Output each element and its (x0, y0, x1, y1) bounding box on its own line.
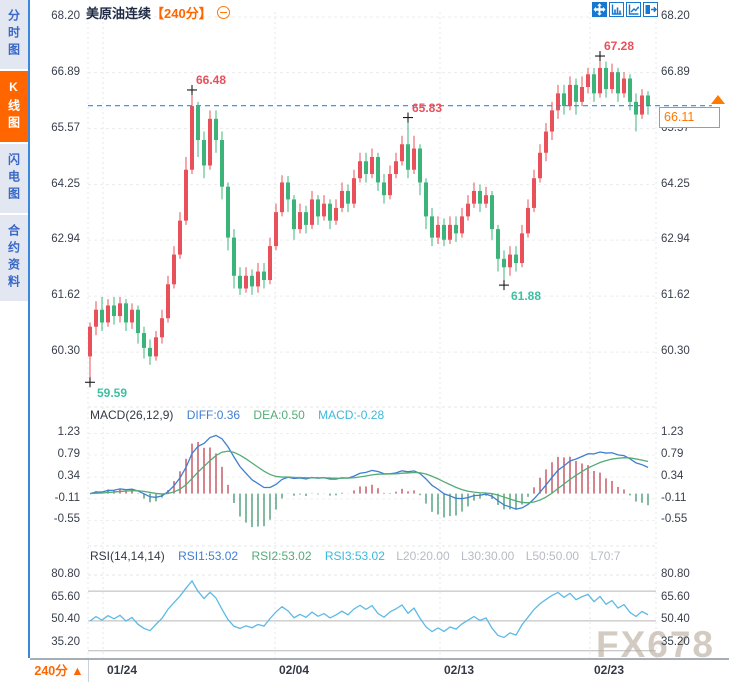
x-axis-date-label: 02/13 (444, 663, 475, 677)
current-price-arrow-icon (711, 95, 725, 104)
macd-tick-left: 0.79 (57, 447, 80, 460)
rsi-l20-value: L20:20.00 (396, 549, 450, 563)
macd-diff-value: DIFF:0.36 (186, 408, 241, 422)
y-axis-tick-right: 64.25 (661, 177, 690, 190)
sidebar-item-label: 合约资料 (6, 224, 21, 292)
sidebar-item-label: 闪电图 (6, 153, 21, 204)
y-axis-tick-left: 68.20 (51, 10, 80, 22)
period-tag: 【240分】 (151, 6, 212, 21)
rsi-line-series (89, 579, 649, 639)
y-axis-tick-right: 68.20 (661, 10, 690, 22)
chart-header: 美原油连续 【240分】 (86, 3, 230, 22)
macd-tick-right: 1.23 (661, 426, 684, 439)
period-selector[interactable]: 240分 ▲ (30, 660, 89, 682)
price-annotation-61.88: 61.88 (511, 289, 542, 304)
rsi-l50-value: L50:50.00 (525, 549, 580, 563)
sidebar-item-label: K线图 (6, 80, 21, 133)
x-axis-date-label: 02/23 (594, 663, 625, 677)
price-annotation-65.83: 65.83 (412, 100, 443, 115)
macd-panel-series (89, 434, 649, 528)
watermark: FX678 (596, 624, 716, 665)
price-annotation-67.28: 67.28 (604, 39, 635, 54)
rsi-tick-left: 35.20 (51, 635, 80, 648)
macd-macd-value: MACD:-0.28 (318, 408, 385, 422)
sidebar-item-label: 分时图 (6, 9, 21, 60)
rsi-l70-value: L70:7 (590, 549, 621, 563)
sidebar-divider (28, 0, 30, 658)
rsi2-value: RSI2:53.02 (251, 549, 312, 563)
macd-tick-right: 0.34 (661, 469, 684, 482)
price-annotation-59.59: 59.59 (97, 386, 128, 401)
collapse-minus-icon[interactable] (216, 6, 230, 19)
y-axis-tick-left: 66.89 (51, 65, 80, 78)
macd-tick-left: 1.23 (57, 426, 80, 439)
y-axis-tick-right: 60.30 (661, 345, 690, 358)
rsi-title: RSI(14,14,14) (90, 549, 165, 563)
macd-tick-left: 0.34 (57, 469, 80, 482)
period-selector-label: 240分 (34, 664, 68, 678)
y-axis-tick-right: 66.89 (661, 65, 690, 78)
rsi-tick-left: 65.60 (51, 590, 80, 603)
symbol-title: 美原油连续 (86, 6, 152, 21)
y-axis-tick-left: 60.30 (51, 345, 80, 358)
rsi-tick-right: 35.20 (661, 635, 690, 648)
x-axis-date-label: 02/04 (279, 663, 310, 677)
macd-tick-left: -0.55 (53, 513, 80, 526)
y-axis-tick-left: 61.62 (51, 289, 80, 302)
macd-dea-value: DEA:0.50 (253, 408, 305, 422)
rsi-tick-left: 80.80 (51, 568, 80, 580)
macd-indicator-row: MACD(26,12,9) DIFF:0.36 DEA:0.50 MACD:-0… (90, 408, 384, 422)
annotation-markers (85, 51, 605, 388)
rsi-tick-left: 50.40 (51, 613, 80, 626)
scale-bars-icon[interactable] (609, 2, 624, 17)
rsi-tick-right: 80.80 (661, 568, 690, 580)
rsi-tick-right: 50.40 (661, 613, 690, 626)
sidebar-item-kline-chart[interactable]: K线图 (0, 71, 28, 144)
y-axis-tick-right: 61.62 (661, 289, 690, 302)
current-price-tag: 66.11 (659, 107, 720, 128)
rsi1-value: RSI1:53.02 (178, 549, 239, 563)
macd-title: MACD(26,12,9) (90, 408, 174, 422)
macd-tick-right: -0.55 (661, 513, 688, 526)
price-annotation-66.48: 66.48 (196, 72, 227, 87)
rsi-l30-value: L30:30.00 (460, 549, 515, 563)
rsi-indicator-row: RSI(14,14,14) RSI1:53.02 RSI2:53.02 RSI3… (90, 549, 620, 563)
sidebar-item-time-chart[interactable]: 分时图 (0, 0, 28, 71)
sidebar-item-contract-info[interactable]: 合约资料 (0, 215, 28, 303)
macd-tick-right: 0.79 (661, 447, 684, 460)
gridlines (30, 12, 729, 664)
crosshair-pan-icon[interactable] (592, 2, 607, 17)
x-axis-date-label: 01/24 (107, 663, 138, 677)
y-axis-tick-left: 62.94 (51, 233, 80, 246)
pop-out-icon[interactable] (643, 2, 658, 17)
scale-trend-icon[interactable] (626, 2, 641, 17)
x-axis-bar: 240分 ▲ 01/24 02/04 02/13 02/23 (30, 659, 729, 682)
sidebar-item-flash-chart[interactable]: 闪电图 (0, 144, 28, 215)
sidebar: 分时图 K线图闪电图合约资料 (0, 0, 30, 682)
rsi3-value: RSI3:53.02 (324, 549, 385, 563)
chart-toolbar (592, 2, 658, 17)
macd-tick-left: -0.11 (54, 491, 80, 504)
y-axis-tick-left: 65.57 (51, 121, 80, 134)
y-axis-tick-right: 62.94 (661, 233, 690, 246)
period-up-arrow-icon: ▲ (71, 664, 84, 678)
rsi-tick-right: 65.60 (661, 590, 690, 603)
macd-tick-right: -0.11 (661, 491, 687, 504)
candlestick-series (88, 56, 650, 383)
y-axis-tick-left: 64.25 (51, 177, 80, 190)
